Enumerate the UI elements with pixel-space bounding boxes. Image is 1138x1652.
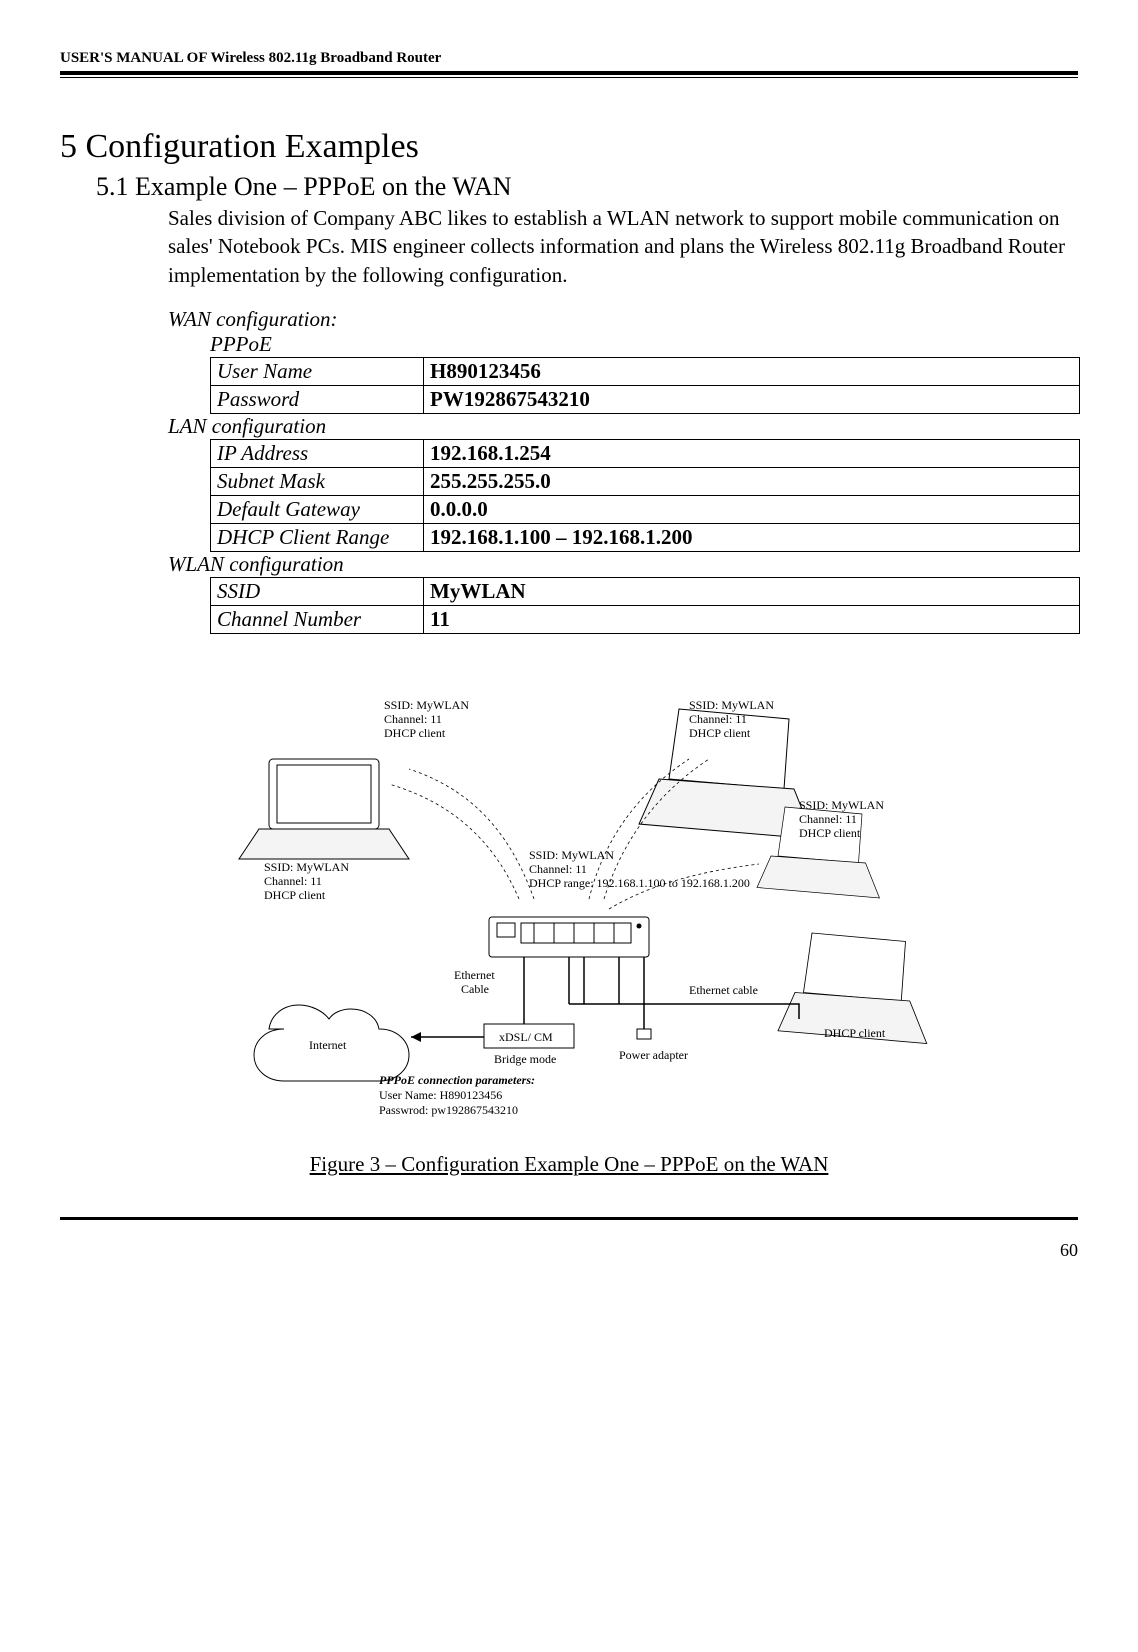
cell-val: MyWLAN bbox=[424, 578, 1080, 606]
eth-cable-label: Cable bbox=[461, 982, 489, 996]
cell-key: Password bbox=[211, 386, 424, 414]
laptop-icon bbox=[239, 759, 409, 859]
cell-key: Subnet Mask bbox=[211, 468, 424, 496]
network-diagram: SSID: MyWLAN Channel: 11 DHCP client SSI… bbox=[189, 669, 949, 1129]
laptop-label: SSID: MyWLAN bbox=[799, 798, 884, 812]
laptop-label: SSID: MyWLAN bbox=[264, 860, 349, 874]
page-number: 60 bbox=[60, 1240, 1078, 1261]
laptop-label: Channel: 11 bbox=[264, 874, 322, 888]
pppoe-user: User Name: H890123456 bbox=[379, 1088, 502, 1102]
table-row: Subnet Mask255.255.255.0 bbox=[211, 468, 1080, 496]
cell-key: User Name bbox=[211, 358, 424, 386]
cell-key: Channel Number bbox=[211, 606, 424, 634]
wan-table: User NameH890123456 PasswordPW1928675432… bbox=[210, 357, 1080, 414]
pppoe-pass: Passwrod: pw192867543210 bbox=[379, 1103, 518, 1117]
cell-key: IP Address bbox=[211, 440, 424, 468]
wlan-heading: WLAN configuration bbox=[168, 552, 1078, 577]
laptop-label: Channel: 11 bbox=[689, 712, 747, 726]
cell-val: PW192867543210 bbox=[424, 386, 1080, 414]
internet-label: Internet bbox=[309, 1038, 347, 1052]
lan-table: IP Address192.168.1.254 Subnet Mask255.2… bbox=[210, 439, 1080, 552]
lan-heading: LAN configuration bbox=[168, 414, 1078, 439]
power-label: Power adapter bbox=[619, 1048, 688, 1062]
laptop-label: Channel: 11 bbox=[384, 712, 442, 726]
xdsl-label: xDSL/ CM bbox=[499, 1030, 553, 1044]
table-row: PasswordPW192867543210 bbox=[211, 386, 1080, 414]
figure: SSID: MyWLAN Channel: 11 DHCP client SSI… bbox=[60, 669, 1078, 1177]
cell-key: SSID bbox=[211, 578, 424, 606]
subsection-title: 5.1 Example One – PPPoE on the WAN bbox=[96, 172, 1078, 202]
bridge-label: Bridge mode bbox=[494, 1052, 556, 1066]
table-row: IP Address192.168.1.254 bbox=[211, 440, 1080, 468]
router-label: SSID: MyWLAN bbox=[529, 848, 614, 862]
router-icon bbox=[489, 917, 649, 957]
table-row: DHCP Client Range192.168.1.100 – 192.168… bbox=[211, 524, 1080, 552]
laptop-label: DHCP client bbox=[384, 726, 446, 740]
cell-val: H890123456 bbox=[424, 358, 1080, 386]
wan-heading: WAN configuration: bbox=[168, 307, 1078, 332]
eth-cable-label: Ethernet cable bbox=[689, 983, 758, 997]
cell-key: DHCP Client Range bbox=[211, 524, 424, 552]
cell-val: 255.255.255.0 bbox=[424, 468, 1080, 496]
table-row: User NameH890123456 bbox=[211, 358, 1080, 386]
section-title: 5 Configuration Examples bbox=[60, 128, 1078, 166]
cell-val: 192.168.1.100 – 192.168.1.200 bbox=[424, 524, 1080, 552]
cell-val: 11 bbox=[424, 606, 1080, 634]
figure-caption: Figure 3 – Configuration Example One – P… bbox=[60, 1152, 1078, 1177]
laptop-label: DHCP client bbox=[689, 726, 751, 740]
wlan-table: SSIDMyWLAN Channel Number11 bbox=[210, 577, 1080, 634]
table-row: Default Gateway0.0.0.0 bbox=[211, 496, 1080, 524]
eth-cable-label: Ethernet bbox=[454, 968, 495, 982]
table-row: SSIDMyWLAN bbox=[211, 578, 1080, 606]
header-rule-thick bbox=[60, 71, 1078, 75]
cell-key: Default Gateway bbox=[211, 496, 424, 524]
cell-val: 0.0.0.0 bbox=[424, 496, 1080, 524]
pppoe-title: PPPoE connection parameters: bbox=[379, 1073, 535, 1087]
laptop-label: DHCP client bbox=[264, 888, 326, 902]
wan-subtitle: PPPoE bbox=[210, 332, 1078, 357]
laptop-label: Channel: 11 bbox=[799, 812, 857, 826]
laptop-label: SSID: MyWLAN bbox=[384, 698, 469, 712]
page-header: USER'S MANUAL OF Wireless 802.11g Broadb… bbox=[60, 50, 1078, 67]
laptop-label: DHCP client bbox=[824, 1026, 886, 1040]
table-row: Channel Number11 bbox=[211, 606, 1080, 634]
cell-val: 192.168.1.254 bbox=[424, 440, 1080, 468]
header-rule-thin bbox=[60, 77, 1078, 78]
footer-rule bbox=[60, 1217, 1078, 1220]
intro-paragraph: Sales division of Company ABC likes to e… bbox=[168, 204, 1078, 289]
router-label: Channel: 11 bbox=[529, 862, 587, 876]
laptop-label: SSID: MyWLAN bbox=[689, 698, 774, 712]
laptop-label: DHCP client bbox=[799, 826, 861, 840]
router-label: DHCP range: 192.168.1.100 to 192.168.1.2… bbox=[529, 876, 750, 890]
